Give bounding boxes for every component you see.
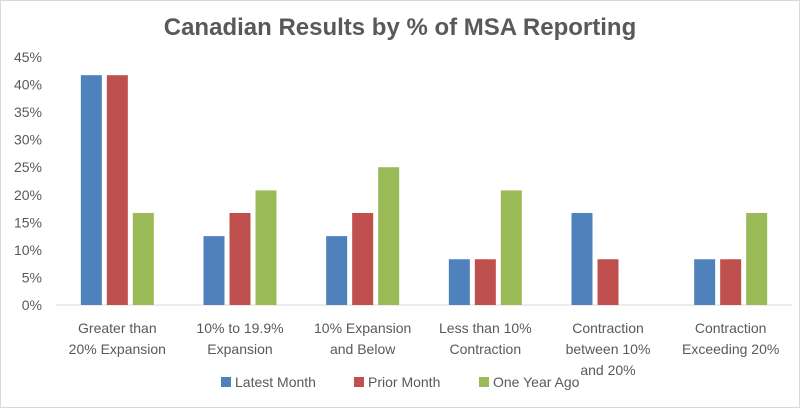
y-tick-label: 15% [14,214,42,230]
legend-label: Prior Month [368,374,440,390]
category-label: Less than 10% [439,320,532,336]
category-label: and Below [330,341,396,357]
legend-swatch [479,377,489,387]
bar [229,212,251,305]
category-label: 20% Expansion [69,341,166,357]
bar [746,212,768,305]
y-tick-label: 20% [14,187,42,203]
y-tick-label: 35% [14,104,42,120]
bar [474,259,496,305]
bar [694,259,716,305]
bar [80,75,102,305]
y-tick-label: 40% [14,77,42,93]
y-tick-label: 10% [14,242,42,258]
category-label: 10% to 19.9% [196,320,283,336]
bar [203,236,225,305]
y-tick-label: 5% [22,269,42,285]
bar [571,212,593,305]
y-tick-label: 45% [14,49,42,65]
category-label: Contraction [450,341,522,357]
category-label: Contraction [695,320,767,336]
y-tick-label: 30% [14,132,42,148]
category-label: Exceeding 20% [682,341,779,357]
bar [255,190,277,305]
bar [378,167,400,305]
chart-title: Canadian Results by % of MSA Reporting [163,14,637,41]
y-tick-label: 0% [22,297,42,313]
y-tick-label: 25% [14,159,42,175]
bar [720,259,742,305]
legend-swatch [221,377,231,387]
legend-label: One Year Ago [493,374,580,390]
legend-swatch [354,377,364,387]
bar [597,259,619,305]
category-label: Contraction [572,320,644,336]
bar [106,75,128,305]
category-label: and 20% [580,362,635,378]
category-label: 10% Expansion [314,320,411,336]
category-label: between 10% [566,341,651,357]
bar [132,212,154,305]
bar [352,212,374,305]
bar [448,259,470,305]
category-label: Expansion [207,341,272,357]
bar [326,236,348,305]
legend-label: Latest Month [235,374,316,390]
category-label: Greater than [78,320,157,336]
bar [500,190,522,305]
